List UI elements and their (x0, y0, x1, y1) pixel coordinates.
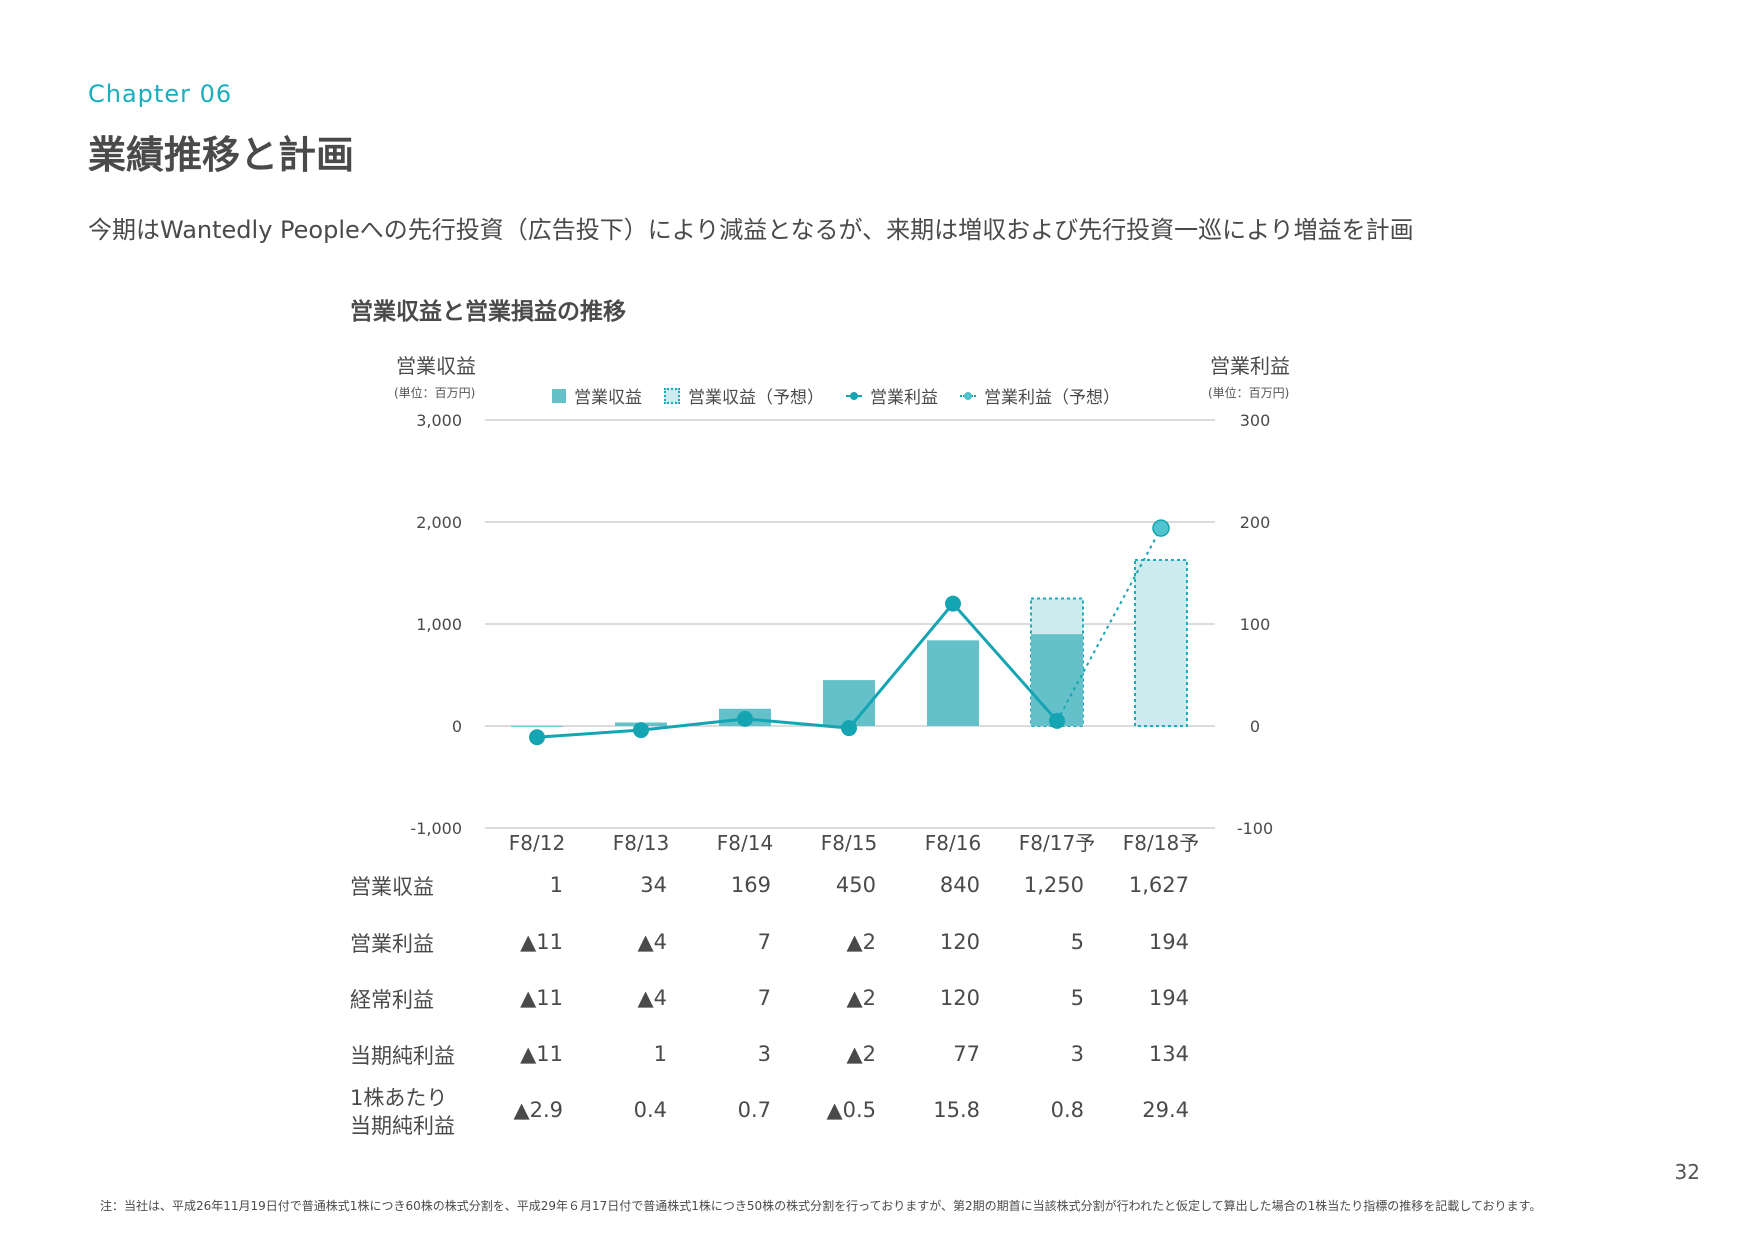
category-label: F8/14 (717, 831, 773, 855)
table-cell: 1,250 (1023, 873, 1084, 897)
legend-item-profit: 営業利益 (846, 383, 938, 408)
table-cell: 840 (939, 873, 980, 897)
point-profit-forecast (1152, 519, 1170, 537)
table-cell: 194 (1148, 986, 1189, 1010)
table-cell: 77 (953, 1042, 980, 1066)
bar-revenue-actual-part (1031, 634, 1083, 726)
point-profit (633, 722, 649, 739)
legend-label-revenue: 営業収益 (574, 388, 642, 408)
page-number: 32 (1674, 1160, 1700, 1184)
left-tick-label: -1,000 (410, 819, 462, 838)
point-profit (945, 595, 961, 612)
legend-swatch-profit (846, 391, 862, 401)
table-cell: ▲11 (520, 1042, 563, 1066)
legend-item-revenue-forecast: 営業収益（予想） (664, 383, 824, 408)
table-cell: 120 (939, 930, 980, 954)
left-tick-label: 1,000 (416, 615, 462, 634)
table-cell: 5 (1070, 930, 1084, 954)
category-label: F8/13 (613, 831, 669, 855)
table-row-label: 経常利益 (350, 988, 434, 1012)
chart-legend: 営業収益 営業収益（予想） 営業利益 営業利益（予想） (552, 383, 1120, 408)
chapter-label: Chapter 06 (88, 80, 233, 108)
footnote: 注：当社は、平成26年11月19日付で普通株式1株につき60株の株式分割を、平成… (100, 1199, 1542, 1213)
legend-label-revenue-forecast: 営業収益（予想） (688, 388, 824, 408)
right-tick-label: 0 (1250, 717, 1260, 736)
table-cell: ▲4 (637, 986, 667, 1010)
line-profit (536, 601, 1059, 739)
legend-item-profit-forecast: 営業利益（予想） (960, 383, 1120, 408)
table-cell: 29.4 (1142, 1098, 1189, 1122)
legend-swatch-profit-forecast (960, 391, 976, 401)
table-cell: 5 (1070, 986, 1084, 1010)
right-tick-label: -100 (1237, 819, 1273, 838)
left-axis-title: 営業収益 (396, 354, 476, 378)
lead-text: 今期はWantedly Peopleへの先行投資（広告投下）により減益となるが、… (88, 216, 1414, 244)
right-tick-label: 100 (1240, 615, 1271, 634)
table-cell: ▲0.5 (826, 1098, 876, 1122)
table-cell: 194 (1148, 930, 1189, 954)
table-cell: 1 (653, 1042, 667, 1066)
category-label: F8/15 (821, 831, 877, 855)
table-cell: ▲4 (637, 930, 667, 954)
table-cell: ▲2.9 (513, 1098, 563, 1122)
table-row-label: 当期純利益 (350, 1044, 455, 1068)
table-cell: 7 (757, 986, 771, 1010)
table-cell: 134 (1148, 1042, 1189, 1066)
point-profit (1049, 712, 1065, 729)
left-tick-label: 2,000 (416, 513, 462, 532)
line-profit-forecast (1056, 527, 1162, 722)
table-cell: 15.8 (933, 1098, 980, 1122)
legend-item-revenue: 営業収益 (552, 383, 642, 408)
right-tick-label: 300 (1240, 411, 1271, 430)
category-label: F8/18予 (1123, 831, 1199, 855)
table-row-label: 営業利益 (350, 932, 434, 956)
left-axis-unit: (単位：百万円) (394, 386, 476, 400)
revenue-profit-chart: 3,000 300 2,000 200 1,000 100 0 0 -1,000 -100 F8/1… (410, 411, 1273, 855)
category-label: F8/16 (925, 831, 981, 855)
table-cell: ▲2 (846, 1042, 876, 1066)
table-cell: 3 (1070, 1042, 1084, 1066)
table-cell: 120 (939, 986, 980, 1010)
legend-label-profit: 営業利益 (870, 388, 938, 408)
category-label: F8/12 (509, 831, 565, 855)
table-cell: 0.4 (633, 1098, 667, 1122)
table-cell: ▲11 (520, 986, 563, 1010)
bar-revenue (511, 725, 563, 727)
bar-revenue (927, 640, 979, 726)
table-cell: 0.7 (737, 1098, 771, 1122)
table-cell: 169 (730, 873, 771, 897)
page-title: 業績推移と計画 (88, 133, 355, 177)
left-tick-label: 0 (452, 717, 462, 736)
table-cell: 450 (835, 873, 876, 897)
point-profit (529, 729, 545, 746)
table-cell: 34 (640, 873, 667, 897)
table-row-label: 営業収益 (350, 875, 434, 899)
table-cell: 1,627 (1128, 873, 1189, 897)
category-label: F8/17予 (1019, 831, 1095, 855)
right-tick-label: 200 (1240, 513, 1271, 532)
table-cell: 1 (549, 873, 563, 897)
chart-title: 営業収益と営業損益の推移 (350, 299, 626, 325)
legend-swatch-revenue-forecast (664, 387, 680, 404)
table-cell: ▲11 (520, 930, 563, 954)
table-row-label: 1株あたり 当期純利益 (350, 1086, 455, 1138)
legend-swatch-revenue (552, 388, 566, 403)
table-cell: 0.8 (1050, 1098, 1084, 1122)
table-cell: 3 (757, 1042, 771, 1066)
table-cell: ▲2 (846, 986, 876, 1010)
left-tick-label: 3,000 (416, 411, 462, 430)
table-cell: ▲2 (846, 930, 876, 954)
point-profit (841, 720, 857, 737)
bar-revenue (823, 680, 875, 726)
table-cell: 7 (757, 930, 771, 954)
right-axis-title: 営業利益 (1210, 354, 1290, 378)
point-profit (737, 710, 753, 727)
legend-label-profit-forecast: 営業利益（予想） (984, 388, 1120, 408)
right-axis-unit: (単位：百万円) (1208, 386, 1290, 400)
bar-revenue-forecast (1134, 559, 1188, 728)
